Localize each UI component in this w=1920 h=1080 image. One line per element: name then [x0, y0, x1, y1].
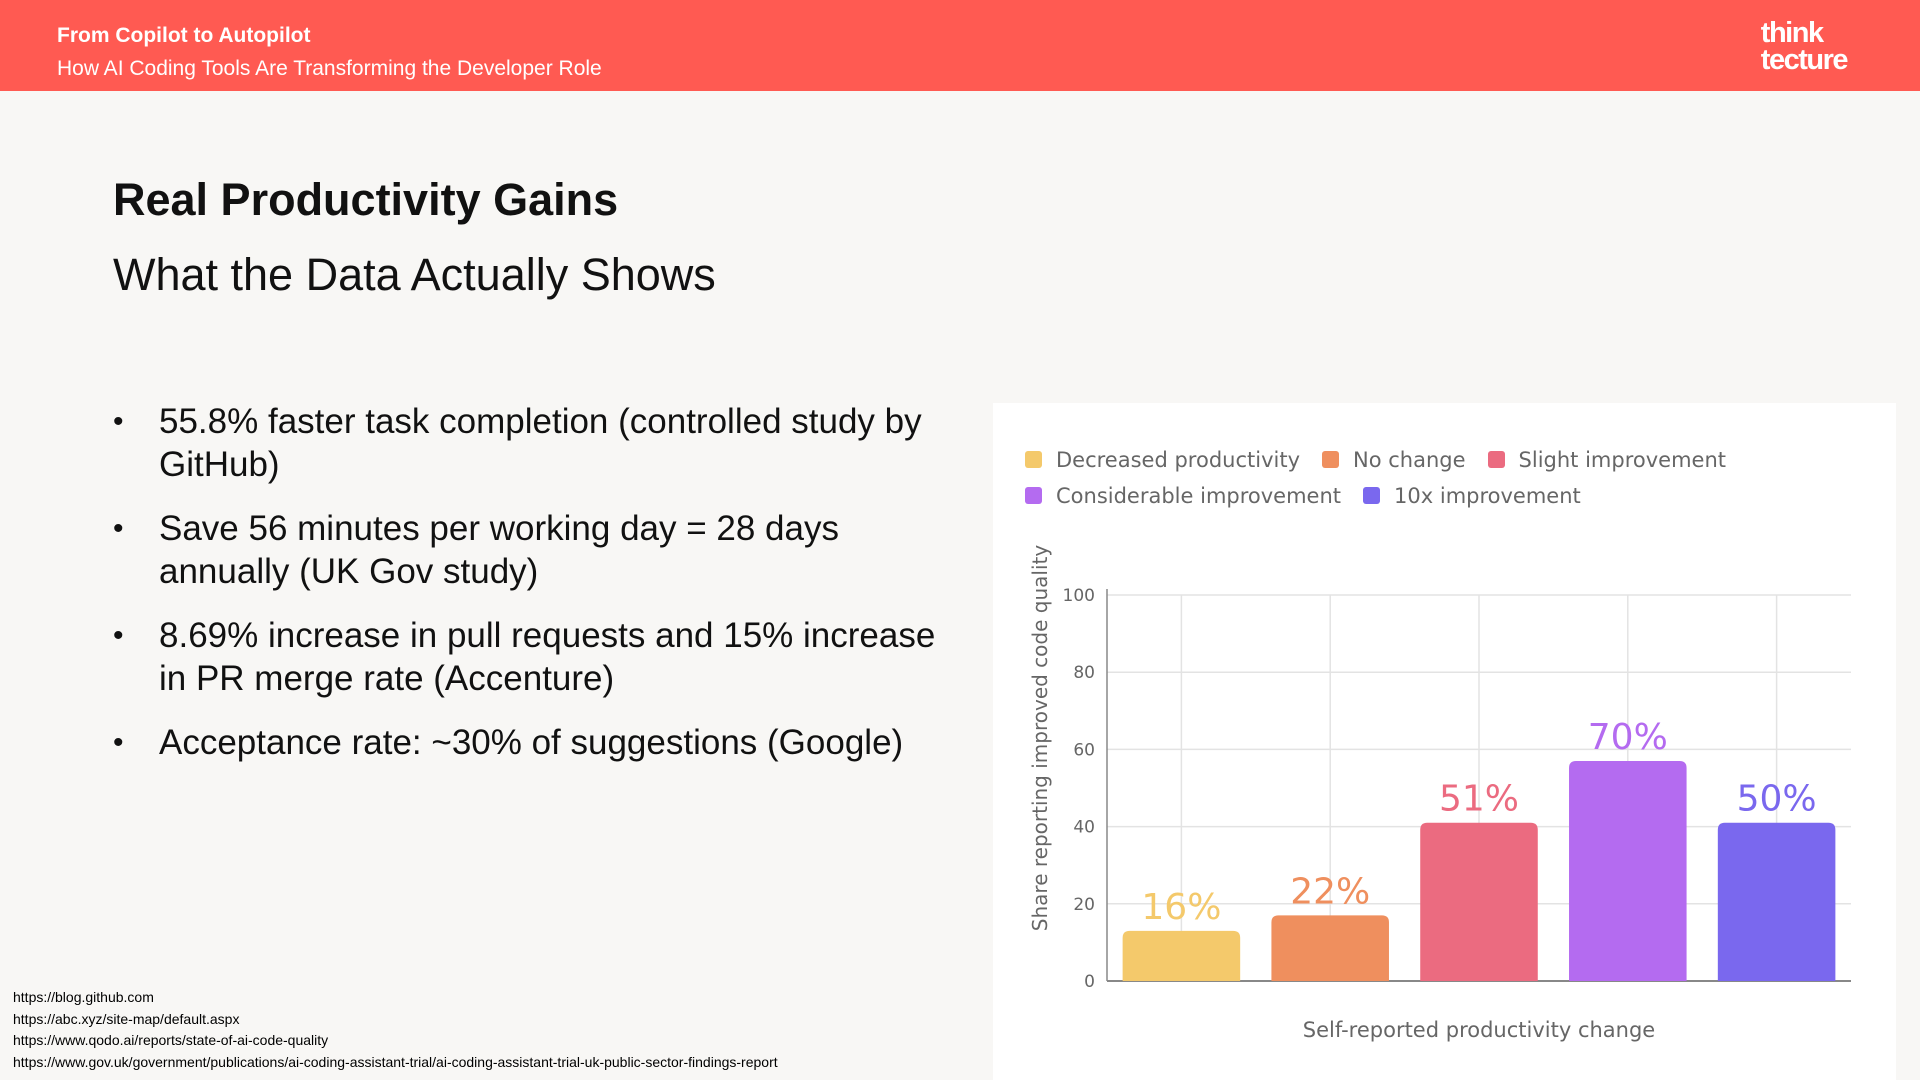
legend-label: 10x improvement — [1394, 483, 1581, 508]
legend-item: Decreased productivity — [1025, 448, 1300, 472]
header-bar: From Copilot to Autopilot How AI Coding … — [0, 0, 1920, 91]
y-tick-label: 100 — [1063, 586, 1095, 606]
source-link[interactable]: https://abc.xyz/site-map/default.aspx — [13, 1010, 240, 1027]
slide-subtitle: What the Data Actually Shows — [113, 249, 716, 300]
bar-value-label: 51% — [1439, 779, 1519, 820]
bar — [1420, 822, 1538, 981]
chart-panel: Decreased productivity No change Slight … — [993, 403, 1896, 1080]
logo-line-1: think — [1760, 17, 1824, 49]
source-link[interactable]: https://www.gov.uk/government/publicatio… — [13, 1053, 778, 1070]
legend-label: No change — [1353, 447, 1466, 472]
x-axis-title: Self-reported productivity change — [1303, 1018, 1655, 1042]
legend-swatch — [1322, 451, 1339, 468]
y-tick-label: 0 — [1084, 972, 1095, 992]
legend-label: Considerable improvement — [1056, 483, 1342, 508]
bar-value-label: 70% — [1588, 717, 1668, 758]
logo-line-2: tecture — [1760, 44, 1849, 76]
presentation-subtitle: How AI Coding Tools Are Transforming the… — [57, 57, 602, 80]
bar — [1717, 822, 1836, 981]
bar-value-label: 22% — [1290, 871, 1370, 912]
bar-value-label: 50% — [1737, 779, 1817, 820]
slide-title: Real Productivity Gains — [113, 174, 619, 225]
bar — [1569, 760, 1687, 981]
legend-item: 10x improvement — [1363, 484, 1581, 508]
legend-swatch — [1025, 487, 1042, 504]
legend-swatch — [1487, 451, 1505, 468]
bar — [1271, 915, 1389, 981]
legend-swatch — [1025, 451, 1042, 468]
y-tick-label: 80 — [1073, 663, 1095, 683]
legend-item: Slight improvement — [1487, 447, 1726, 472]
y-tick-label: 40 — [1073, 818, 1095, 838]
chart-legend: Decreased productivity No change Slight … — [1025, 447, 1865, 519]
bullet-item: Acceptance rate: ~30% of suggestions (Go… — [113, 721, 953, 764]
bullet-item: Save 56 minutes per working day = 28 day… — [113, 507, 953, 593]
source-link[interactable]: https://blog.github.com — [13, 989, 154, 1005]
legend-label: Slight improvement — [1518, 447, 1726, 472]
presentation-title: From Copilot to Autopilot — [57, 24, 311, 47]
y-tick-label: 20 — [1073, 895, 1095, 915]
bullet-item: 8.69% increase in pull requests and 15% … — [113, 614, 953, 700]
y-axis-title: Share reporting improved code quality — [1028, 545, 1052, 932]
y-tick-label: 60 — [1073, 740, 1095, 760]
thinktecture-logo: think tecture — [1760, 17, 1849, 76]
bar — [1122, 930, 1241, 981]
bar-value-label: 16% — [1141, 887, 1221, 928]
source-links: https://blog.github.com https://abc.xyz/… — [13, 987, 778, 1073]
legend-swatch — [1363, 487, 1381, 504]
source-link[interactable]: https://www.qodo.ai/reports/state-of-ai-… — [13, 1032, 329, 1048]
bullet-list: 55.8% faster task completion (controlled… — [113, 400, 953, 785]
bullet-item: 55.8% faster task completion (controlled… — [113, 400, 953, 486]
legend-item: No change — [1322, 448, 1466, 472]
legend-item: Considerable improvement — [1025, 484, 1341, 508]
legend-label: Decreased productivity — [1056, 447, 1300, 472]
bar-chart: 0 20 40 60 80 100 16% 22% 51% 70% 50% Self-reported… — [1028, 545, 1851, 1042]
